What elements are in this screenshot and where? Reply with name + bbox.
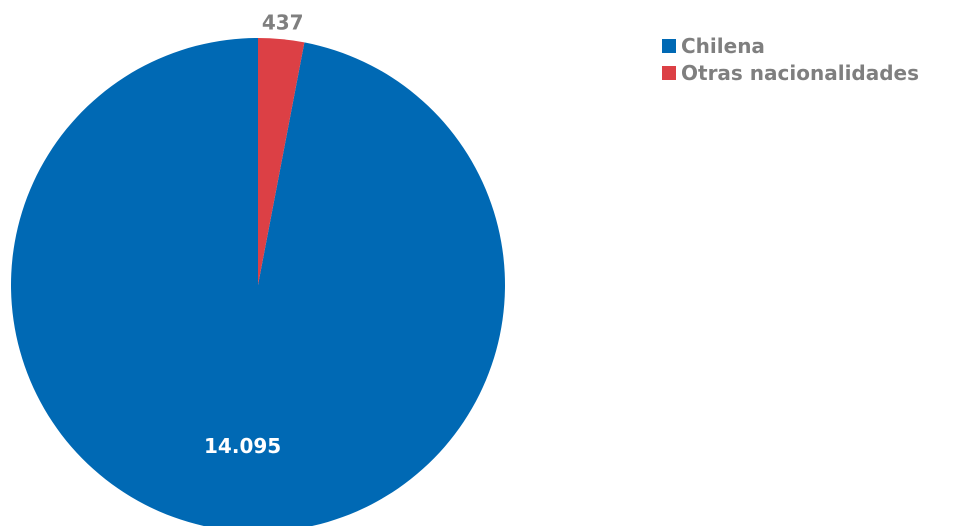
- data-label-chilena: 14.095: [204, 434, 281, 458]
- legend-label-chilena: Chilena: [681, 33, 765, 58]
- legend-item-otras-nacionalidades: Otras nacionalidades: [662, 59, 919, 86]
- pie-slice-chilena: [11, 38, 505, 526]
- data-label-otras-nacionalidades: 437: [262, 11, 304, 35]
- legend: Chilena Otras nacionalidades: [662, 32, 919, 86]
- pie-data-labels: 14.095 437: [204, 11, 304, 458]
- legend-label-otras-nacionalidades: Otras nacionalidades: [681, 60, 920, 85]
- pie-slice-otras-nacionalidades: [258, 38, 305, 285]
- pie-slices: [11, 38, 505, 526]
- legend-swatch-otras-nacionalidades: [662, 65, 676, 80]
- legend-item-chilena: Chilena: [662, 32, 919, 59]
- legend-swatch-chilena: [662, 38, 676, 53]
